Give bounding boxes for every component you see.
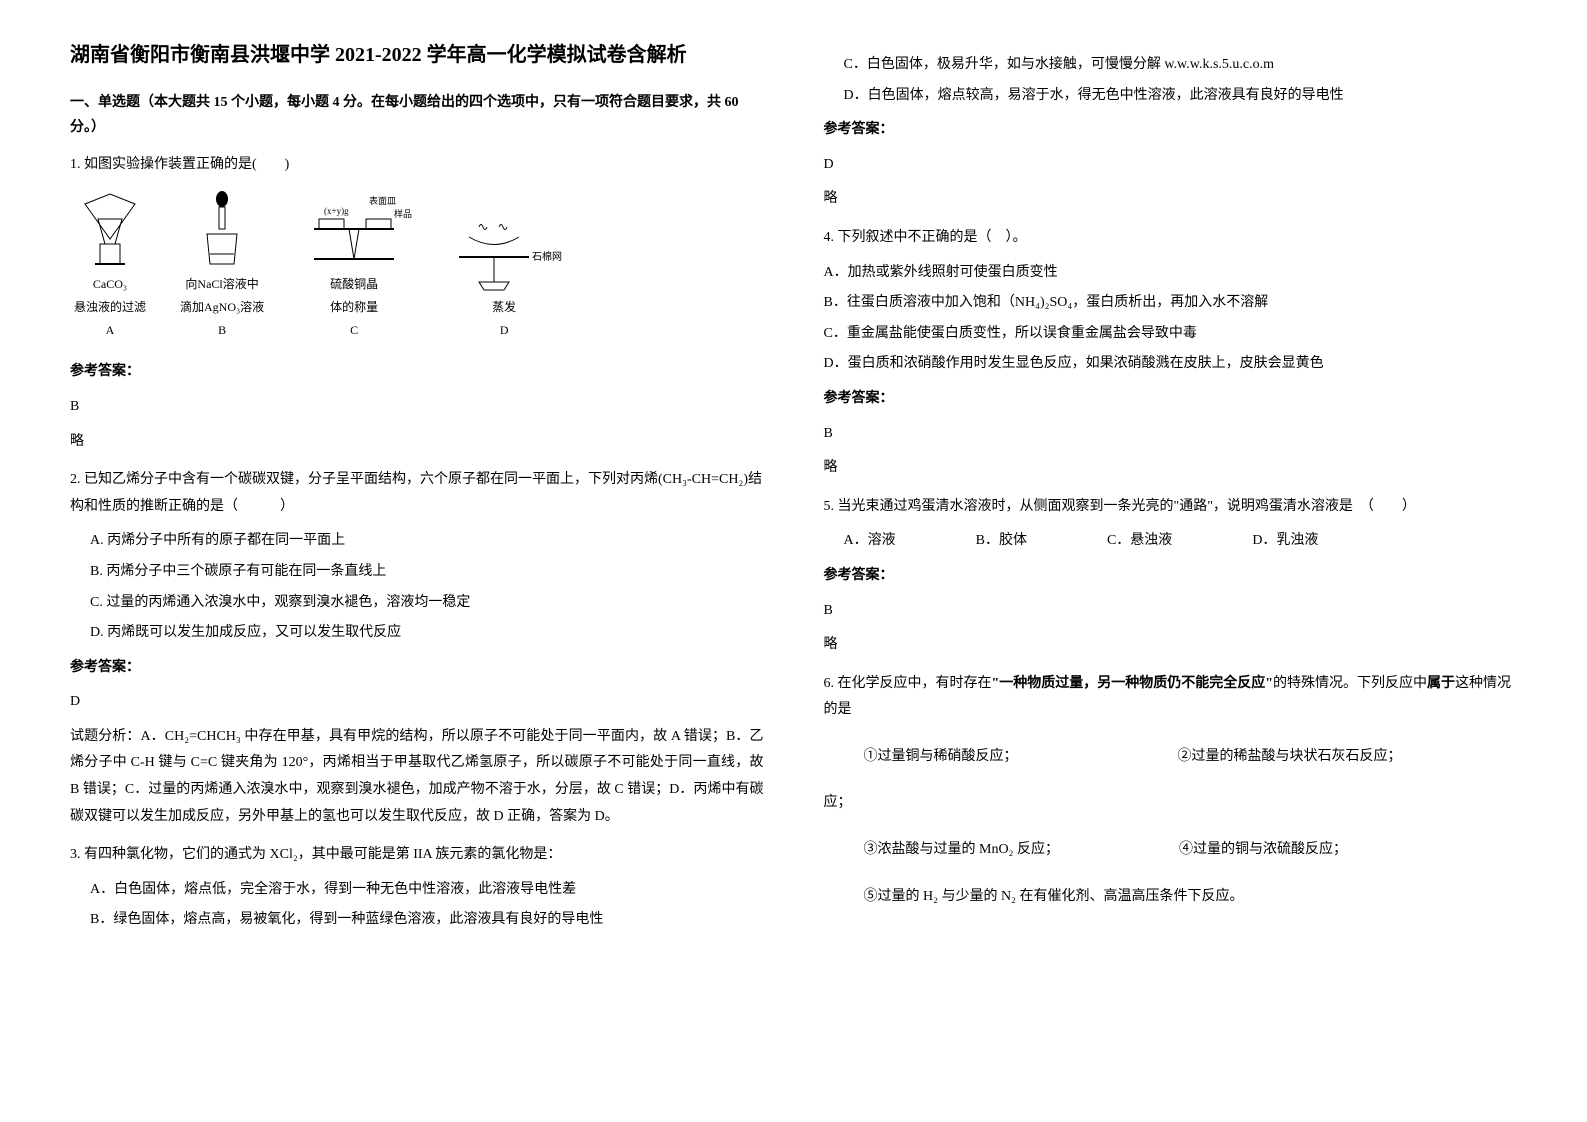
svg-text:(x+y)g: (x+y)g (324, 206, 349, 216)
q6-row2: ③浓盐酸与过量的 MnO₂ 反应； ④过量的铜与浓硫酸反应； (864, 837, 1518, 864)
q2-text: 2. 已知乙烯分子中含有一个碳碳双键，分子呈平面结构，六个原子都在同一平面上，下… (70, 467, 764, 520)
q5-opt-d: D．乳浊液 (1252, 528, 1318, 555)
fig-d: 石棉网 蒸发 D (444, 212, 564, 342)
fig-b: 向NaCl溶液中 滴加AgNO₃溶液 B (180, 189, 264, 341)
fig-c-letter: C (350, 319, 358, 342)
q1-answer: B (70, 394, 764, 421)
q6-row1: ①过量铜与稀硝酸反应； ②过量的稀盐酸与块状石灰石反应； (864, 744, 1518, 771)
q4-text: 4. 下列叙述中不正确的是（ ）。 (824, 225, 1518, 252)
q6-bold2: 属于 (1427, 676, 1455, 691)
q5-answer: B (824, 598, 1518, 625)
question-3-cont: C．白色固体，极易升华，如与水接触，可慢慢分解 w.w.w.k.s.5.u.c.… (824, 52, 1518, 213)
q6-item1: ①过量铜与稀硝酸反应； (864, 744, 1018, 771)
q5-opt-a: A．溶液 (844, 528, 896, 555)
q3-answer-label: 参考答案： (824, 117, 1518, 144)
question-6: 6. 在化学反应中，有时存在"一种物质过量，另一种物质仍不能完全反应"的特殊情况… (824, 671, 1518, 911)
right-column: C．白色固体，极易升华，如与水接触，可慢慢分解 w.w.w.k.s.5.u.c.… (824, 40, 1518, 946)
q5-opt-c: C．悬浊液 (1107, 528, 1172, 555)
q6-item4: ④过量的铜与浓硫酸反应； (1179, 837, 1347, 864)
q6-bold: "一种物质过量，另一种物质仍不能完全反应" (992, 676, 1274, 691)
q4-opt-c: C．重金属盐能使蛋白质变性，所以误食重金属盐会导致中毒 (824, 321, 1518, 348)
q4-opt-d: D．蛋白质和浓硝酸作用时发生显色反应，如果浓硝酸溅在皮肤上，皮肤会显黄色 (824, 351, 1518, 378)
q6-text: 6. 在化学反应中，有时存在"一种物质过量，另一种物质仍不能完全反应"的特殊情况… (824, 671, 1518, 724)
exam-title: 湖南省衡阳市衡南县洪堰中学 2021-2022 学年高一化学模拟试卷含解析 (70, 40, 764, 70)
q5-answer-label: 参考答案： (824, 563, 1518, 590)
svg-text:表面皿: 表面皿 (369, 195, 396, 206)
fig-c-label2: 体的称量 (330, 296, 378, 319)
q2-explain: 试题分析：A．CH₂=CHCH₃ 中存在甲基，具有甲烷的结构，所以原子不可能处于… (70, 724, 764, 830)
left-column: 湖南省衡阳市衡南县洪堰中学 2021-2022 学年高一化学模拟试卷含解析 一、… (70, 40, 764, 946)
dropper-icon (192, 189, 252, 269)
fig-b-label2: 滴加AgNO₃溶液 (180, 296, 264, 319)
q2-answer-label: 参考答案： (70, 655, 764, 682)
q4-answer-label: 参考答案： (824, 386, 1518, 413)
fig-c: (x+y)g 表面皿 样品 硫酸铜晶 体的称量 C (294, 189, 414, 341)
q1-explain: 略 (70, 429, 764, 456)
q5-explain: 略 (824, 632, 1518, 659)
fig-d-label: 蒸发 (492, 296, 516, 319)
question-2: 2. 已知乙烯分子中含有一个碳碳双键，分子呈平面结构，六个原子都在同一平面上，下… (70, 467, 764, 830)
q4-explain: 略 (824, 455, 1518, 482)
fig-a-label1: CaCO₃ (93, 273, 127, 296)
question-4: 4. 下列叙述中不正确的是（ ）。 A．加热或紫外线照射可使蛋白质变性 B．往蛋… (824, 225, 1518, 482)
q4-opt-b: B．往蛋白质溶液中加入饱和（NH₄)₂SO₄，蛋白质析出，再加入水不溶解 (824, 290, 1518, 317)
q2-opt-a: A. 丙烯分子中所有的原子都在同一平面上 (90, 528, 764, 555)
q3-text: 3. 有四种氯化物，它们的通式为 XCl₂，其中最可能是第 IIA 族元素的氯化… (70, 842, 764, 869)
q6-pre: 6. 在化学反应中，有时存在 (824, 676, 992, 691)
svg-text:石棉网: 石棉网 (532, 250, 562, 263)
question-3: 3. 有四种氯化物，它们的通式为 XCl₂，其中最可能是第 IIA 族元素的氯化… (70, 842, 764, 934)
q2-opt-d: D. 丙烯既可以发生加成反应，又可以发生取代反应 (90, 620, 764, 647)
question-5: 5. 当光束通过鸡蛋清水溶液时，从侧面观察到一条光亮的"通路"，说明鸡蛋清水溶液… (824, 494, 1518, 659)
q3-opt-a: A．白色固体，熔点低，完全溶于水，得到一种无色中性溶液，此溶液导电性差 (90, 877, 764, 904)
q6-row1b: 应； (824, 790, 1518, 817)
evaporate-icon: 石棉网 (444, 212, 564, 292)
fig-b-letter: B (218, 319, 226, 342)
q1-answer-label: 参考答案： (70, 359, 764, 386)
q3-opt-c: C．白色固体，极易升华，如与水接触，可慢慢分解 w.w.w.k.s.5.u.c.… (844, 52, 1518, 79)
q5-text: 5. 当光束通过鸡蛋清水溶液时，从侧面观察到一条光亮的"通路"，说明鸡蛋清水溶液… (824, 494, 1518, 521)
balance-icon: (x+y)g 表面皿 样品 (294, 189, 414, 269)
q6-item5: ⑤过量的 H₂ 与少量的 N₂ 在有催化剂、高温高压条件下反应。 (864, 884, 1518, 911)
q5-opt-b: B．胶体 (976, 528, 1027, 555)
q3-opt-d: D．白色固体，熔点较高，易溶于水，得无色中性溶液，此溶液具有良好的导电性 (844, 83, 1518, 110)
q2-opt-c: C. 过量的丙烯通入浓溴水中，观察到溴水褪色，溶液均一稳定 (90, 590, 764, 617)
question-1: 1. 如图实验操作装置正确的是( ) CaCO₃ 悬浊液的过滤 A (70, 152, 764, 455)
q1-text: 1. 如图实验操作装置正确的是( ) (70, 152, 764, 179)
fig-a-label2: 悬浊液的过滤 (74, 296, 146, 319)
q3-explain: 略 (824, 186, 1518, 213)
q4-opt-a: A．加热或紫外线照射可使蛋白质变性 (824, 260, 1518, 287)
q6-item2: ②过量的稀盐酸与块状石灰石反应； (1178, 744, 1402, 771)
fig-b-label1: 向NaCl溶液中 (185, 273, 258, 296)
q2-opt-b: B. 丙烯分子中三个碳原子有可能在同一条直线上 (90, 559, 764, 586)
q5-options: A．溶液 B．胶体 C．悬浊液 D．乳浊液 (844, 528, 1518, 555)
fig-d-letter: D (500, 319, 509, 342)
q4-answer: B (824, 421, 1518, 448)
fig-c-label1: 硫酸铜晶 (330, 273, 378, 296)
q1-figures: CaCO₃ 悬浊液的过滤 A 向NaCl溶液中 滴加AgNO₃溶液 B (70, 189, 764, 341)
svg-text:样品: 样品 (394, 208, 412, 219)
q3-opt-b: B．绿色固体，熔点高，易被氧化，得到一种蓝绿色溶液，此溶液具有良好的导电性 (90, 907, 764, 934)
fig-a-letter: A (106, 319, 115, 342)
q6-item3: ③浓盐酸与过量的 MnO₂ 反应； (864, 837, 1059, 864)
fig-a: CaCO₃ 悬浊液的过滤 A (70, 189, 150, 341)
section-header: 一、单选题（本大题共 15 个小题，每小题 4 分。在每小题给出的四个选项中，只… (70, 90, 764, 140)
q3-answer: D (824, 152, 1518, 179)
q6-post: 的特殊情况。下列反应中 (1273, 676, 1427, 691)
filter-icon (70, 189, 150, 269)
q2-answer: D (70, 689, 764, 716)
